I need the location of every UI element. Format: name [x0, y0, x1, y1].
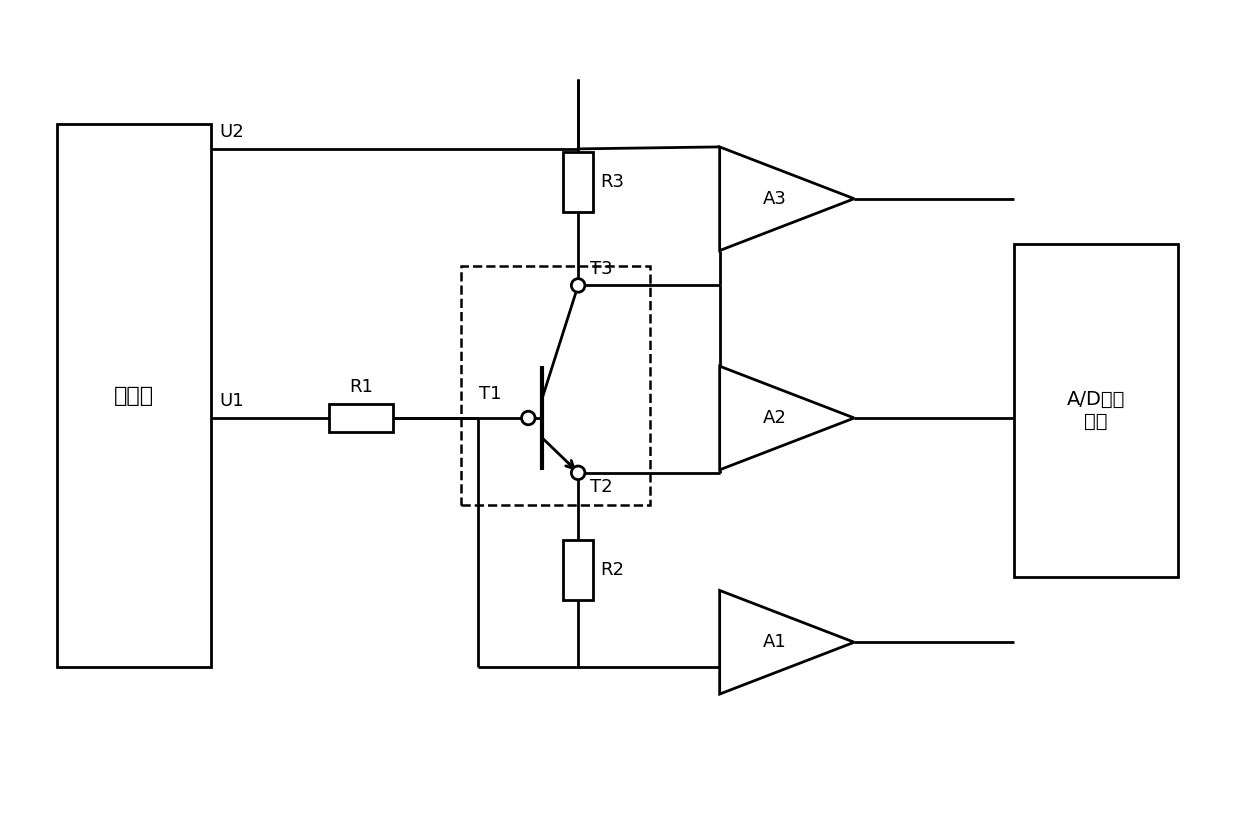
Circle shape	[572, 279, 585, 292]
Text: R2: R2	[600, 561, 624, 579]
Text: A/D转换
模块: A/D转换 模块	[1066, 390, 1125, 431]
Circle shape	[522, 412, 536, 425]
Polygon shape	[719, 147, 854, 251]
Bar	[563, 152, 593, 212]
Text: 缓冲级: 缓冲级	[114, 386, 154, 406]
Bar	[329, 404, 393, 432]
Text: T1: T1	[479, 385, 502, 403]
Text: T3: T3	[590, 261, 613, 278]
Polygon shape	[719, 591, 854, 694]
Text: T2: T2	[590, 478, 613, 496]
Text: A3: A3	[763, 190, 787, 207]
Polygon shape	[719, 367, 854, 470]
Bar	[57, 124, 211, 667]
Bar	[1013, 243, 1178, 577]
Bar	[460, 266, 650, 505]
Bar	[563, 540, 593, 600]
Text: A1: A1	[763, 633, 787, 651]
Text: R1: R1	[348, 378, 373, 396]
Text: U1: U1	[219, 392, 244, 410]
Text: U2: U2	[219, 123, 244, 141]
Text: R3: R3	[600, 173, 624, 192]
Circle shape	[572, 466, 585, 480]
Text: A2: A2	[763, 409, 787, 427]
